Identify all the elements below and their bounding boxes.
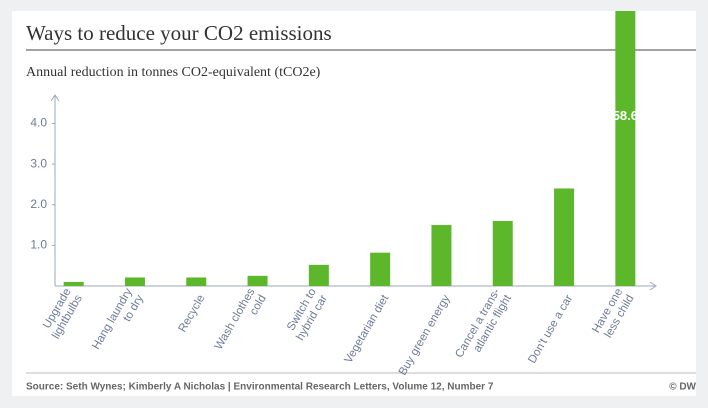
- y-axis-arrow: [50, 94, 60, 102]
- bar: [186, 277, 207, 286]
- bar: [615, 11, 636, 286]
- subtitle: Annual reduction in tonnes CO2-equivalen…: [26, 65, 321, 80]
- bar: [124, 277, 145, 286]
- bar: [63, 281, 84, 286]
- data-label: 58.6: [613, 108, 638, 123]
- x-axis-arrow: [649, 281, 657, 291]
- bar: [308, 264, 329, 286]
- y-tick-label: 2.0: [30, 197, 47, 211]
- bar: [370, 252, 391, 286]
- bars: [63, 11, 636, 286]
- credit: © DW: [669, 382, 696, 393]
- chart-title: Ways to reduce your CO2 emissions: [26, 21, 332, 45]
- bar: [554, 188, 575, 286]
- bar: [431, 225, 452, 286]
- source: Source: Seth Wynes; Kimberly A Nicholas …: [26, 382, 494, 393]
- bar: [247, 275, 268, 286]
- panel: [12, 11, 696, 396]
- bar: [492, 220, 513, 286]
- y-tick-label: 1.0: [30, 238, 47, 252]
- y-tick-label: 4.0: [30, 116, 47, 130]
- y-tick-label: 3.0: [30, 156, 47, 170]
